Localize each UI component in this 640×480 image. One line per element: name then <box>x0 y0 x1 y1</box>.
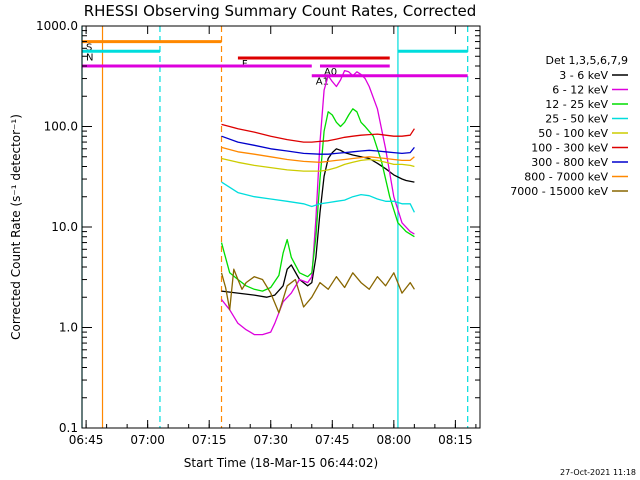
observing-flags-layer: SNFA0A1 <box>81 26 469 428</box>
flag-label-a0: A0 <box>324 67 337 78</box>
series-line-4 <box>221 157 415 172</box>
legend-label-2: 12 - 25 keV <box>545 98 608 111</box>
legend-label-7: 800 - 7000 keV <box>524 171 608 184</box>
series-line-7 <box>221 146 415 163</box>
series-line-3 <box>221 181 415 213</box>
x-tick-label-6: 08:15 <box>438 433 473 447</box>
flag-label-s: S <box>86 43 92 54</box>
legend-label-0: 3 - 6 keV <box>559 69 608 82</box>
generated-timestamp: 27-Oct-2021 11:18 <box>560 468 636 477</box>
legend-title: Det 1,3,5,6,7,9 <box>545 54 628 67</box>
y-tick-label-3: 100.0 <box>44 120 78 134</box>
x-tick-label-0: 06:45 <box>69 433 104 447</box>
legend-label-4: 50 - 100 keV <box>538 127 608 140</box>
series-line-2 <box>220 108 415 292</box>
x-tick-label-2: 07:15 <box>192 433 227 447</box>
series-line-5 <box>221 123 415 143</box>
axes-layer: 06:45 07:00 07:15 07:30 07:45 08:00 08:15 0.1 1.… <box>36 19 480 447</box>
y-tick-label-0: 0.1 <box>59 421 78 435</box>
y-tick-label-4: 1000.0 <box>36 19 78 33</box>
plot-frame <box>81 25 481 429</box>
x-tick-label-3: 07:30 <box>253 433 288 447</box>
chart-title: RHESSI Observing Summary Count Rates, Co… <box>84 2 477 20</box>
series-line-8 <box>220 268 415 314</box>
legend-label-1: 6 - 12 keV <box>552 84 608 97</box>
series-line-0 <box>221 148 415 298</box>
x-tick-label-4: 07:45 <box>315 433 350 447</box>
legend-label-8: 7000 - 15000 keV <box>510 185 608 198</box>
legend-label-6: 300 - 800 keV <box>531 156 608 169</box>
legend-label-3: 25 - 50 keV <box>545 113 608 126</box>
flag-label-n: N <box>86 52 93 63</box>
legend-label-5: 100 - 300 keV <box>531 142 608 155</box>
x-tick-label-1: 07:00 <box>130 433 165 447</box>
series-line-1 <box>220 69 415 336</box>
x-tick-label-5: 08:00 <box>377 433 412 447</box>
y-tick-label-2: 10.0 <box>51 220 78 234</box>
flag-label-a1: A1 <box>316 77 329 88</box>
x-axis-label: Start Time (18-Mar-15 06:44:02) <box>184 456 378 470</box>
y-tick-label-1: 1.0 <box>59 321 78 335</box>
y-axis-label: Corrected Count Rate (s⁻¹ detector⁻¹) <box>9 114 23 340</box>
series-line-6 <box>221 135 415 155</box>
series-layer <box>220 69 415 336</box>
